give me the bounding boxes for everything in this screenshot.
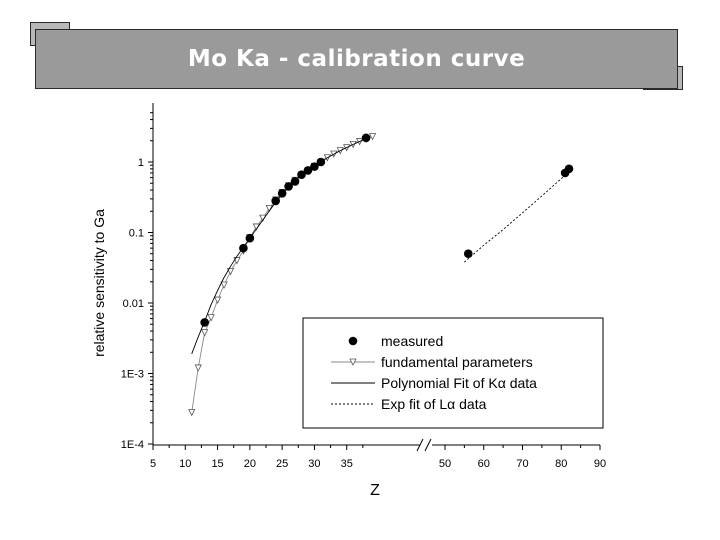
fp-triangle-point <box>188 409 196 417</box>
legend-label: Exp fit of Lα data <box>381 396 487 412</box>
axis-break-mark <box>416 438 424 452</box>
x-tick-label: 5 <box>150 458 156 470</box>
fp-triangle-point <box>201 329 209 337</box>
fp-triangle-point <box>194 364 202 372</box>
measured-point <box>239 243 248 253</box>
measured-point <box>463 249 473 259</box>
measured-point <box>361 133 371 143</box>
y-tick-label: 1E-4 <box>121 439 144 451</box>
measured-point <box>200 318 209 327</box>
y-tick-label: 0.01 <box>123 298 144 310</box>
chart-legend: measured fundamental parameters Polynomial… <box>302 317 604 429</box>
fp-triangle-point <box>213 296 222 304</box>
fp-triangle-point <box>226 268 235 276</box>
measured-point <box>245 233 255 243</box>
measured-point <box>303 166 313 175</box>
title-banner <box>35 29 678 89</box>
x-tick-label: 30 <box>308 458 320 470</box>
x-tick-label: 10 <box>179 458 191 470</box>
x-tick-label: 90 <box>594 458 606 470</box>
legend-symbol-triangle <box>349 358 357 366</box>
x-tick-label: 15 <box>211 458 223 470</box>
legend-label: Polynomial Fit of Kα data <box>381 375 537 391</box>
y-axis-label: relative sensitivity to Ga <box>91 209 107 357</box>
y-tick-label: 0.1 <box>129 228 144 240</box>
x-tick-label: 60 <box>478 458 490 470</box>
measured-point <box>290 177 300 186</box>
x-axis-label: Z <box>370 482 380 499</box>
x-tick-label: 35 <box>341 458 353 470</box>
measured-point <box>271 196 280 206</box>
measured-point <box>297 170 306 180</box>
axis-break-mark <box>424 438 432 452</box>
legend-label: fundamental parameters <box>381 354 533 370</box>
chart-marks <box>188 133 574 417</box>
y-tick-label: 1 <box>138 157 144 169</box>
fp-triangle-point <box>233 257 241 265</box>
legend-box <box>302 317 604 429</box>
series-line-exp-fit <box>464 171 570 263</box>
measured-point <box>310 162 319 171</box>
fp-triangle-point <box>220 281 228 289</box>
chart-axes: 1E-41E-30.010.115 10 15 20 25 30 35 50 60 70 80 90 <box>121 103 606 470</box>
measured-point <box>284 182 293 191</box>
y-tick-label: 1E-3 <box>121 369 144 381</box>
legend-symbol-measured <box>348 336 358 346</box>
measured-point <box>316 157 326 167</box>
x-tick-label: 20 <box>244 458 256 470</box>
measured-point <box>564 164 574 174</box>
x-tick-label: 50 <box>439 458 451 470</box>
measured-point <box>277 188 287 198</box>
legend-label: measured <box>381 333 443 349</box>
x-tick-label: 25 <box>276 458 288 470</box>
fp-triangle-point <box>207 314 215 322</box>
x-tick-label: 70 <box>516 458 528 470</box>
slide-title: Mo Ka - calibration curve <box>187 46 526 72</box>
x-tick-label: 80 <box>555 458 567 470</box>
fp-triangle-point <box>368 133 377 141</box>
